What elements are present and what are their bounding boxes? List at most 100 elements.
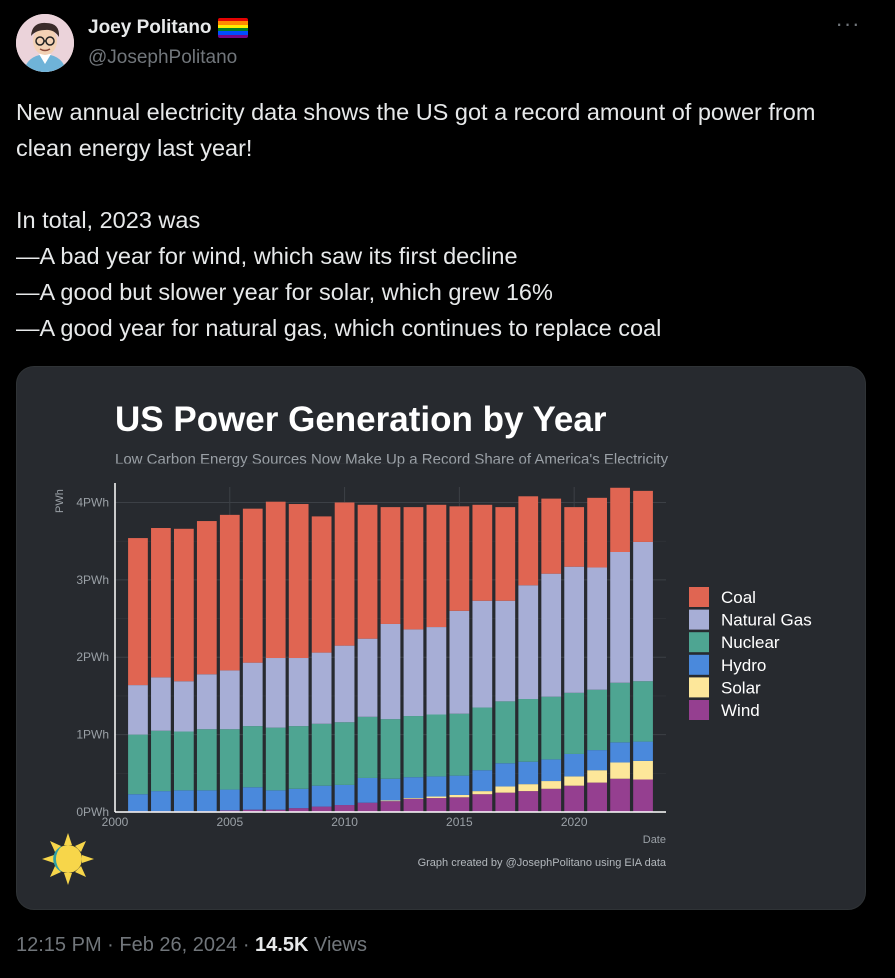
author-name[interactable]: Joey Politano — [88, 17, 248, 39]
bar-natural-gas-2014 — [426, 627, 447, 715]
legend-swatch-solar — [689, 677, 709, 698]
bar-hydro-2012 — [380, 778, 401, 801]
bar-wind-2013 — [403, 798, 424, 812]
x-tick-label: 2015 — [446, 815, 473, 829]
y-axis-label: PWh — [54, 489, 66, 513]
legend-label: Natural Gas — [721, 611, 812, 630]
bar-wind-2021 — [587, 782, 607, 812]
y-tick-label: 3PWh — [76, 573, 109, 587]
bar-natural-gas-2012 — [380, 623, 401, 720]
bar-nuclear-2017 — [495, 701, 516, 764]
bar-natural-gas-2015 — [449, 610, 470, 714]
tweet-meta: 12:15 PM · Feb 26, 2024 · 14.5K Views — [16, 934, 367, 957]
bar-solar-2014 — [426, 796, 447, 799]
bar-natural-gas-2016 — [472, 600, 493, 708]
author-name-text[interactable]: Joey Politano — [88, 17, 212, 38]
bar-hydro-2016 — [472, 770, 493, 792]
bar-nuclear-2021 — [587, 689, 607, 751]
bar-solar-2020 — [564, 776, 585, 786]
bar-nuclear-2022 — [610, 682, 630, 743]
bar-hydro-2013 — [403, 777, 424, 799]
bar-natural-gas-2004 — [196, 674, 217, 730]
bar-natural-gas-2005 — [219, 670, 240, 730]
sun-logo-icon — [42, 833, 94, 885]
views-label: Views — [313, 934, 367, 956]
bar-coal-2023 — [633, 490, 653, 542]
bar-nuclear-2020 — [564, 692, 585, 754]
bar-nuclear-2012 — [380, 719, 401, 779]
bar-hydro-2014 — [426, 776, 447, 797]
bar-natural-gas-2008 — [288, 658, 309, 727]
bar-nuclear-2004 — [196, 729, 217, 791]
bar-hydro-2015 — [449, 775, 470, 795]
bar-natural-gas-2007 — [265, 658, 286, 728]
bar-coal-2001 — [128, 538, 148, 686]
bar-solar-2012 — [380, 800, 401, 802]
bar-hydro-2002 — [151, 791, 171, 812]
bar-coal-2018 — [518, 496, 539, 586]
bar-hydro-2001 — [128, 794, 148, 812]
bar-solar-2018 — [518, 784, 539, 792]
bar-wind-2016 — [472, 794, 493, 812]
legend-swatch-coal — [689, 587, 709, 607]
bar-wind-2020 — [564, 785, 585, 812]
bar-nuclear-2008 — [288, 726, 309, 789]
bar-coal-2022 — [610, 487, 630, 552]
bar-natural-gas-2022 — [610, 552, 630, 683]
bar-nuclear-2013 — [403, 716, 424, 778]
bar-coal-2014 — [426, 504, 447, 628]
bar-solar-2021 — [587, 770, 607, 783]
bar-hydro-2004 — [196, 790, 217, 812]
bar-hydro-2010 — [334, 784, 355, 806]
bar-coal-2017 — [495, 507, 516, 601]
bar-hydro-2020 — [564, 753, 585, 777]
bar-coal-2019 — [541, 498, 562, 574]
bar-coal-2009 — [311, 516, 332, 653]
bar-hydro-2005 — [219, 789, 240, 811]
more-options-icon[interactable]: ··· — [835, 11, 861, 36]
bar-nuclear-2003 — [174, 731, 194, 791]
bar-nuclear-2011 — [357, 716, 378, 778]
bar-natural-gas-2011 — [357, 638, 378, 717]
tweet-date[interactable]: Feb 26, 2024 — [119, 934, 238, 956]
bar-coal-2013 — [403, 507, 424, 630]
bar-wind-2018 — [518, 791, 539, 812]
bar-nuclear-2023 — [633, 681, 653, 742]
legend-swatch-natural-gas — [689, 609, 709, 630]
bar-wind-2015 — [449, 797, 470, 812]
bar-hydro-2007 — [265, 790, 286, 810]
bar-solar-2016 — [472, 791, 493, 795]
bar-natural-gas-2009 — [311, 652, 332, 724]
legend-swatch-wind — [689, 700, 709, 720]
bar-coal-2006 — [242, 508, 263, 663]
author-handle[interactable]: @JosephPolitano — [88, 47, 238, 68]
bar-natural-gas-2021 — [587, 567, 607, 690]
bar-solar-2017 — [495, 786, 516, 793]
bar-coal-2005 — [219, 514, 240, 671]
bar-coal-2020 — [564, 507, 585, 567]
bar-hydro-2023 — [633, 741, 653, 761]
bar-wind-2019 — [541, 788, 562, 812]
bar-nuclear-2015 — [449, 713, 470, 776]
bar-coal-2012 — [380, 507, 401, 624]
cartoon-avatar-icon — [16, 14, 74, 72]
x-tick-label: 2005 — [216, 815, 243, 829]
bar-hydro-2022 — [610, 742, 630, 763]
bar-natural-gas-2002 — [151, 677, 171, 731]
bar-hydro-2021 — [587, 750, 607, 771]
bar-natural-gas-2013 — [403, 629, 424, 717]
chart-subtitle: Low Carbon Energy Sources Now Make Up a … — [115, 451, 669, 468]
tweet-text: New annual electricity data shows the US… — [16, 99, 816, 341]
bar-coal-2011 — [357, 504, 378, 639]
bar-natural-gas-2001 — [128, 685, 148, 735]
bar-nuclear-2001 — [128, 734, 148, 795]
x-tick-label: 2000 — [102, 815, 129, 829]
bar-wind-2006 — [242, 809, 263, 812]
y-tick-label: 4PWh — [76, 495, 109, 509]
media-card[interactable]: US Power Generation by Year Low Carbon E… — [16, 366, 866, 910]
meta-separator: · — [107, 934, 120, 956]
bar-solar-2013 — [403, 798, 424, 799]
avatar[interactable] — [16, 14, 74, 72]
tweet-time[interactable]: 12:15 PM — [16, 934, 102, 956]
rainbow-flag-icon — [217, 18, 248, 38]
